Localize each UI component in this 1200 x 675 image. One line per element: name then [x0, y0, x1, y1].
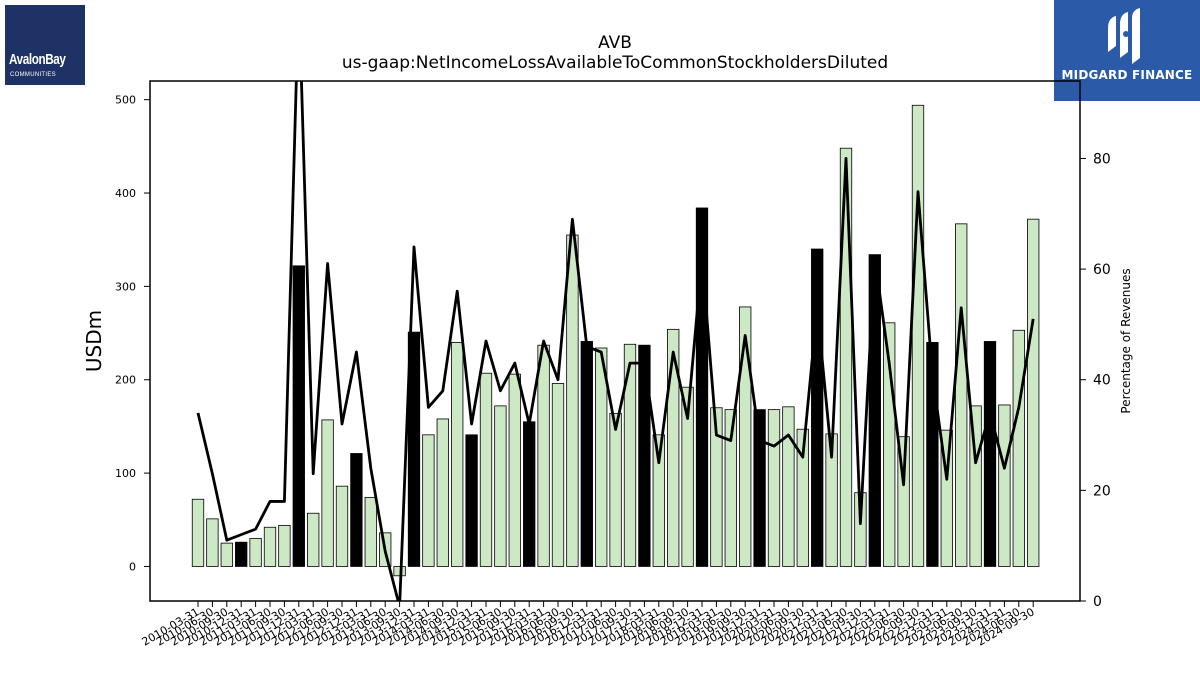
bar [1012, 329, 1025, 567]
y2-tick-label: 0 [1093, 594, 1102, 610]
bar [191, 498, 205, 567]
bar [465, 434, 478, 567]
bar [839, 147, 853, 567]
bar [508, 373, 521, 567]
bar [494, 405, 507, 567]
bar [983, 341, 997, 567]
bar [811, 248, 824, 567]
bar [580, 341, 593, 567]
avalonbay-logo: AvalonBay COMMUNITIES [5, 5, 85, 85]
bar [753, 409, 766, 567]
bar [1027, 218, 1040, 567]
bar [667, 328, 680, 567]
bar [940, 429, 953, 567]
bar [595, 347, 608, 567]
bar [451, 341, 464, 567]
y2-tick-label: 60 [1093, 262, 1111, 278]
y-tick-label: 400 [115, 187, 136, 200]
bar [739, 306, 752, 567]
bar [364, 496, 377, 567]
bar [321, 419, 334, 567]
bar [710, 407, 723, 567]
y-tick-label: 200 [115, 374, 136, 387]
bar [782, 406, 795, 567]
bar [998, 404, 1011, 567]
bar [767, 409, 781, 567]
midgard-logo-text: MIDGARD FINANCE [1061, 68, 1193, 82]
y-tick-label: 0 [129, 560, 136, 573]
bar [407, 331, 421, 567]
bar [868, 254, 881, 567]
bar [883, 322, 896, 567]
bar [335, 485, 349, 567]
bar [263, 526, 277, 567]
right-y-axis: 0 20 40 60 80 [1080, 151, 1111, 610]
bar [796, 428, 809, 567]
bar [955, 223, 968, 567]
bar [249, 538, 262, 567]
bar [307, 512, 320, 567]
bar [422, 434, 435, 567]
bar [609, 412, 622, 567]
bar [623, 343, 637, 567]
bar [436, 418, 449, 567]
bar [537, 344, 550, 567]
y2-tick-label: 80 [1093, 151, 1111, 167]
y-axis-label-right: Percentage of Revenues [1119, 268, 1133, 413]
chart-title: AVB [598, 33, 632, 53]
y-tick-label: 500 [115, 94, 136, 107]
midgard-finance-logo: MIDGARD FINANCE [1054, 0, 1200, 101]
bar [479, 372, 493, 567]
bar [523, 421, 536, 567]
chart-subtitle: us-gaap:NetIncomeLossAvailableToCommonSt… [342, 53, 888, 73]
bar [551, 383, 565, 567]
y-axis-label-left: USDm [82, 310, 106, 372]
bar [278, 524, 291, 567]
bar [292, 265, 305, 567]
y2-tick-label: 40 [1093, 373, 1111, 389]
bar [206, 518, 219, 567]
bar [652, 434, 665, 567]
bar [220, 542, 233, 567]
midgard-mark-icon [1108, 8, 1140, 64]
x-axis: 2010-03-312010-06-302010-09-302010-12-31… [140, 601, 1037, 649]
bar [638, 344, 651, 567]
bar [695, 207, 709, 567]
avalonbay-logo-subtext: COMMUNITIES [10, 72, 56, 78]
bar [681, 386, 694, 567]
bar [969, 405, 982, 567]
bar [926, 341, 939, 567]
bar [724, 409, 737, 567]
bar [566, 234, 579, 567]
y-tick-label: 100 [115, 467, 136, 480]
bar [897, 436, 910, 567]
line-series-path [196, 81, 1035, 601]
bar [235, 541, 248, 567]
bar-series [191, 104, 1040, 577]
bar [911, 104, 925, 567]
y2-tick-label: 20 [1093, 483, 1111, 499]
line-series [196, 81, 1035, 601]
left-y-axis: 0 100 200 300 400 500 [115, 94, 150, 573]
bar [350, 453, 363, 567]
avalonbay-logo-text: AvalonBay [9, 51, 66, 68]
plot-frame [149, 80, 1081, 602]
y-tick-label: 300 [115, 280, 136, 293]
